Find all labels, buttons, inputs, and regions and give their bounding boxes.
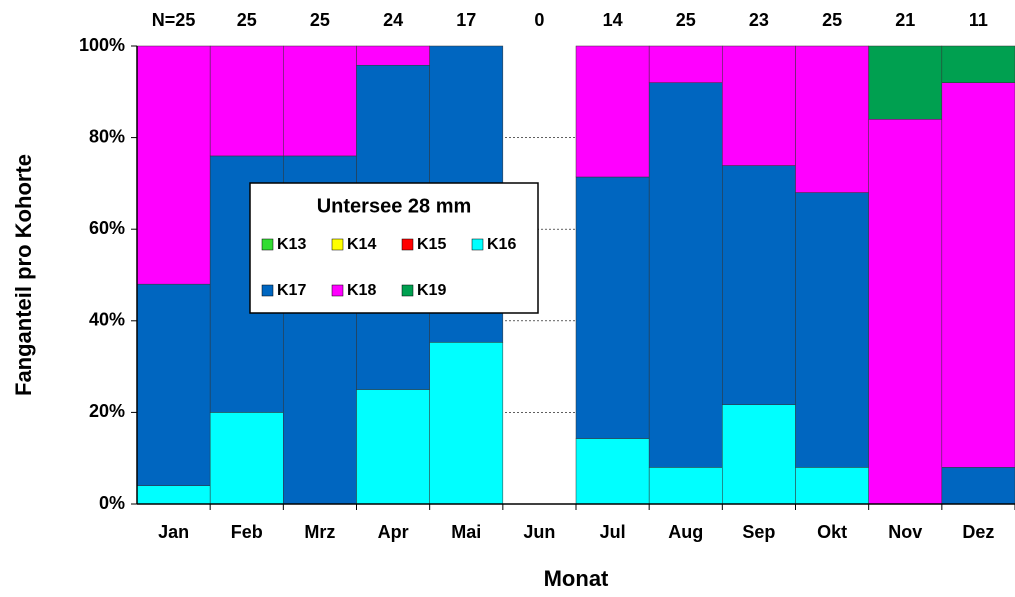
x-tick-label: Apr: [378, 522, 409, 542]
bar-segment: [356, 389, 430, 505]
bar-segment: [575, 45, 650, 178]
bar-segment: [136, 283, 211, 486]
n-label: 21: [895, 10, 915, 30]
bar-segment: [868, 45, 943, 120]
legend-swatch: [401, 284, 414, 297]
n-label: 25: [822, 10, 842, 30]
bar-segment: [648, 45, 723, 83]
n-label: 0: [534, 10, 544, 30]
bar-segment: [136, 485, 211, 505]
x-tick-label: Nov: [888, 522, 922, 542]
x-tick-label: Jul: [600, 522, 626, 542]
y-tick-label: 80%: [89, 126, 125, 146]
bar-segment: [575, 176, 650, 439]
x-tick-label: Feb: [231, 522, 263, 542]
legend-swatch: [331, 284, 344, 297]
legend-label: K13: [277, 236, 306, 253]
legend-swatch: [261, 238, 274, 251]
bar-segment: [136, 45, 211, 285]
bar-segment: [941, 45, 1015, 83]
y-axis-label: Fanganteil pro Kohorte: [11, 154, 36, 396]
legend-label: K18: [347, 282, 376, 299]
bar-segment: [722, 165, 796, 405]
y-tick-label: 100%: [79, 35, 125, 55]
x-axis-label: Monat: [544, 566, 609, 591]
legend-label: K19: [417, 282, 446, 299]
x-tick-label: Mrz: [304, 522, 335, 542]
bar-segment: [941, 82, 1015, 468]
n-label: 17: [456, 10, 476, 30]
x-tick-label: Jan: [158, 522, 189, 542]
y-tick-label: 20%: [89, 401, 125, 421]
bar-segment: [648, 82, 723, 468]
legend-label: K14: [347, 236, 376, 253]
n-label: 14: [603, 10, 623, 30]
bar-segment: [283, 45, 357, 157]
bar-segment: [941, 467, 1015, 505]
x-tick-label: Dez: [962, 522, 994, 542]
bar-segment: [795, 45, 869, 193]
bar-segment: [868, 119, 943, 505]
x-tick-label: Aug: [668, 522, 703, 542]
legend-box: [249, 182, 539, 314]
legend-label: K15: [417, 236, 446, 253]
y-tick-label: 60%: [89, 218, 125, 238]
bar-segment: [722, 45, 796, 166]
bar-segment: [648, 467, 723, 505]
x-tick-label: Mai: [451, 522, 481, 542]
n-label: 11: [969, 10, 988, 30]
bar-segment: [356, 45, 430, 66]
bar-segment: [209, 412, 284, 505]
x-tick-label: Sep: [742, 522, 775, 542]
legend-swatch: [471, 238, 484, 251]
x-tick-label: Okt: [817, 522, 847, 542]
bar-segment: [795, 192, 869, 468]
legend-label: K16: [487, 236, 516, 253]
bar-segment: [429, 342, 504, 505]
bar-segment: [575, 438, 650, 505]
y-tick-label: 0%: [99, 493, 125, 513]
legend-swatch: [401, 238, 414, 251]
bar-segment: [209, 45, 284, 157]
n-label: 25: [676, 10, 696, 30]
n-label: 24: [383, 10, 403, 30]
n-label: 25: [237, 10, 257, 30]
n-label: 25: [310, 10, 330, 30]
legend-swatch: [331, 238, 344, 251]
legend-label: K17: [277, 282, 306, 299]
bar-segment: [795, 467, 869, 505]
bar-segment: [722, 404, 796, 505]
legend-title: Untersee 28 mm: [317, 195, 472, 217]
x-tick-label: Jun: [523, 522, 555, 542]
legend-swatch: [261, 284, 274, 297]
n-label: 23: [749, 10, 769, 30]
y-tick-label: 40%: [89, 310, 125, 330]
n-label: N=25: [152, 10, 196, 30]
